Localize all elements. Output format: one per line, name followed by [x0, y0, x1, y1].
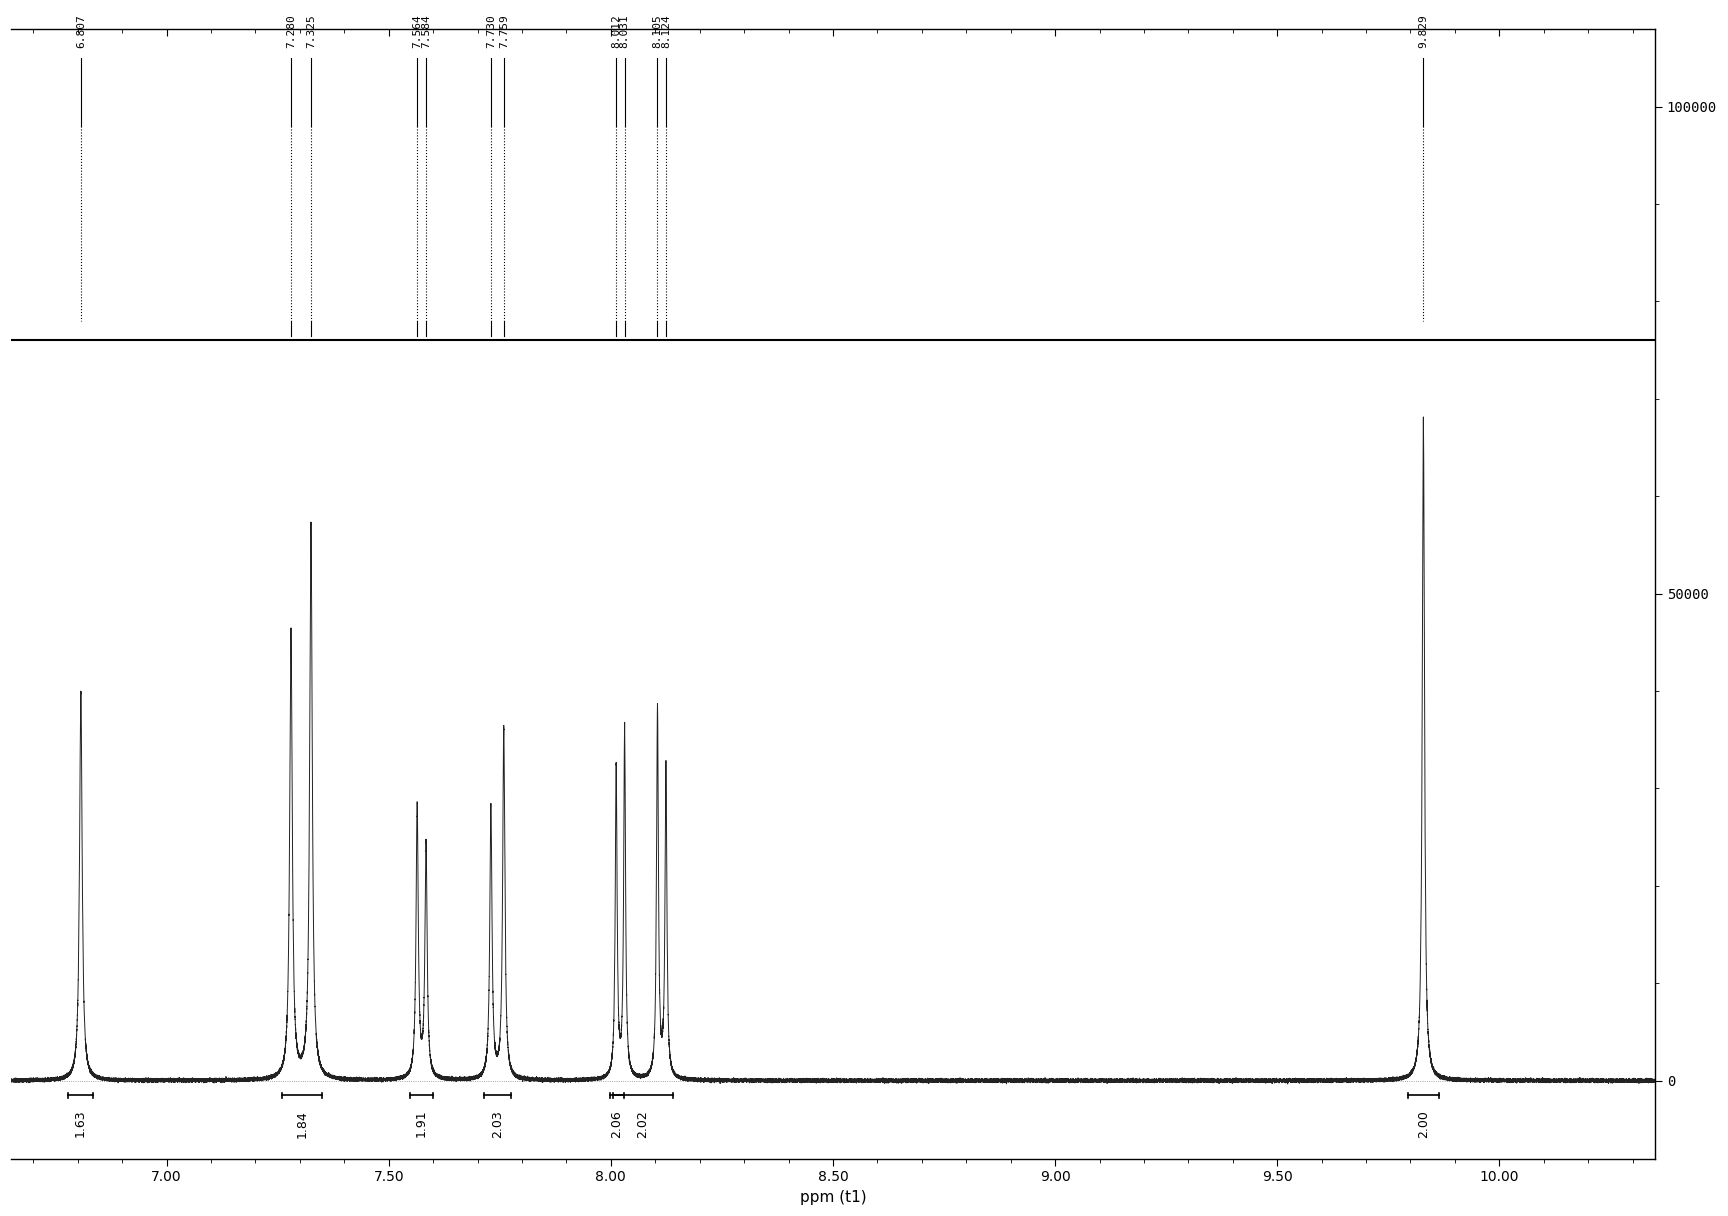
Text: 2.02: 2.02 [636, 1110, 650, 1138]
Text: 2.03: 2.03 [491, 1110, 505, 1138]
Text: 7.564: 7.564 [413, 15, 422, 49]
Text: 7.730: 7.730 [486, 15, 496, 49]
Text: 7.325: 7.325 [306, 15, 316, 49]
Text: 2.00: 2.00 [1417, 1110, 1431, 1138]
Text: 2.06: 2.06 [610, 1110, 624, 1138]
Text: 7.584: 7.584 [422, 15, 430, 49]
Text: 6.807: 6.807 [76, 15, 86, 49]
Text: 1.91: 1.91 [415, 1110, 429, 1137]
Text: 1.84: 1.84 [295, 1110, 309, 1138]
Text: 8.031: 8.031 [620, 15, 629, 49]
Text: 7.280: 7.280 [287, 15, 295, 49]
Text: 8.124: 8.124 [660, 15, 670, 49]
Text: 7.759: 7.759 [499, 15, 508, 49]
Text: 8.105: 8.105 [653, 15, 662, 49]
Text: 9.829: 9.829 [1419, 15, 1429, 49]
Text: 8.012: 8.012 [612, 15, 620, 49]
X-axis label: ppm (t1): ppm (t1) [800, 1190, 866, 1205]
Text: 1.63: 1.63 [74, 1110, 86, 1137]
